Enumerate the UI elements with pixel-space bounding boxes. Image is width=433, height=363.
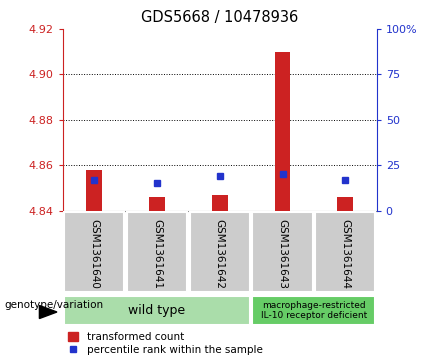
Polygon shape	[39, 306, 57, 319]
Legend: transformed count, percentile rank within the sample: transformed count, percentile rank withi…	[68, 332, 263, 355]
Bar	[86, 170, 102, 211]
Bar	[64, 295, 250, 325]
Bar	[337, 197, 353, 211]
Text: GSM1361643: GSM1361643	[278, 219, 288, 289]
Text: macrophage-restricted
IL-10 receptor deficient: macrophage-restricted IL-10 receptor def…	[261, 301, 367, 320]
Text: GSM1361644: GSM1361644	[340, 219, 350, 289]
Bar	[315, 212, 375, 292]
Bar	[212, 195, 228, 211]
Text: genotype/variation: genotype/variation	[4, 300, 103, 310]
Text: GSM1361642: GSM1361642	[215, 219, 225, 289]
Bar	[127, 212, 187, 292]
Text: GSM1361640: GSM1361640	[89, 219, 99, 289]
Bar	[190, 212, 250, 292]
Text: wild type: wild type	[129, 304, 185, 317]
Bar	[64, 212, 124, 292]
Bar	[252, 212, 313, 292]
Bar	[149, 197, 165, 211]
Bar	[252, 295, 375, 325]
Title: GDS5668 / 10478936: GDS5668 / 10478936	[141, 10, 298, 25]
Bar	[275, 52, 291, 211]
Text: GSM1361641: GSM1361641	[152, 219, 162, 289]
